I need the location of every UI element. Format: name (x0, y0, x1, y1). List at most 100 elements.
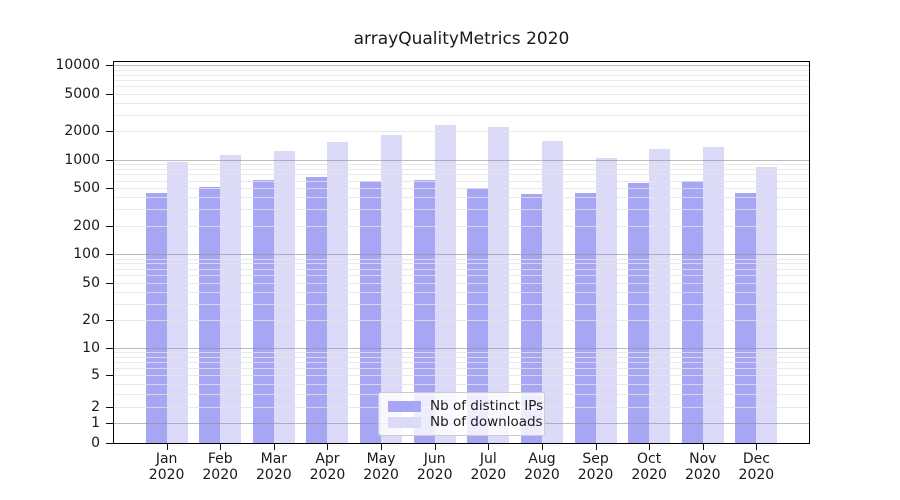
gridline-9000 (114, 69, 809, 71)
y-tick-label-10000: 10000 (55, 57, 100, 74)
gridline-7 (114, 362, 809, 364)
legend-label-downloads: Nb of downloads (430, 414, 543, 430)
y-tick-label-1: 1 (91, 415, 100, 432)
legend-label-distinct-ips: Nb of distinct IPs (430, 398, 544, 414)
gridline-4000 (114, 102, 809, 104)
x-tick-label-feb: Feb 2020 (202, 451, 239, 483)
plot-area (113, 61, 810, 444)
x-tick-label-may: May 2020 (363, 451, 399, 483)
x-tick-label-jan: Jan 2020 (148, 451, 185, 483)
y-tick-mark-1 (106, 423, 113, 425)
x-tick-mark-sep (595, 444, 597, 450)
x-tick-label-mar: Mar 2020 (256, 451, 292, 483)
x-tick-label-sep: Sep 2020 (577, 451, 614, 483)
y-tick-label-2: 2 (91, 398, 100, 415)
gridline-20 (114, 320, 809, 322)
y-tick-label-500: 500 (73, 180, 100, 197)
gridline-70 (114, 268, 809, 270)
bar-distinct-ips-mar (252, 180, 274, 443)
x-tick-label-apr: Apr 2020 (309, 451, 346, 483)
y-tick-mark-500 (106, 188, 113, 190)
y-tick-mark-10 (106, 348, 113, 350)
gridline-7000 (114, 79, 809, 81)
bar-downloads-mar (273, 150, 295, 443)
x-tick-mark-jun (434, 444, 436, 450)
y-tick-mark-2 (106, 406, 113, 408)
y-tick-label-1000: 1000 (64, 151, 100, 168)
gridline-90 (114, 258, 809, 260)
x-tick-label-jul: Jul 2020 (470, 451, 507, 483)
y-tick-mark-5000 (106, 93, 113, 95)
legend-item-distinct-ips: Nb of distinct IPs (388, 398, 543, 414)
gridline-10 (114, 348, 809, 350)
bar-downloads-nov (702, 146, 724, 443)
gridline-8 (114, 357, 809, 359)
legend-swatch-distinct-ips (388, 400, 421, 412)
chart-title: arrayQualityMetrics 2020 (353, 29, 570, 49)
y-tick-label-200: 200 (73, 217, 100, 234)
gridline-700 (114, 174, 809, 176)
bar-downloads-jun (434, 124, 456, 443)
bar-distinct-ips-may (360, 181, 382, 443)
y-tick-label-10: 10 (82, 340, 100, 357)
legend: Nb of distinct IPs Nb of downloads (378, 392, 545, 436)
gridline-900 (114, 164, 809, 166)
x-tick-label-nov: Nov 2020 (684, 451, 721, 483)
gridline-1000 (114, 159, 809, 161)
bar-distinct-ips-apr (306, 177, 328, 443)
bar-downloads-may (381, 135, 403, 443)
y-tick-mark-100 (106, 254, 113, 256)
y-tick-mark-200 (106, 225, 113, 227)
y-tick-label-5: 5 (91, 367, 100, 384)
y-tick-mark-10000 (106, 65, 113, 67)
gridline-80 (114, 263, 809, 265)
bar-distinct-ips-nov (681, 181, 703, 443)
legend-item-downloads: Nb of downloads (388, 414, 543, 430)
bar-downloads-oct (649, 149, 671, 443)
x-tick-mark-aug (541, 444, 543, 450)
gridline-200 (114, 225, 809, 227)
y-tick-mark-0 (106, 443, 113, 444)
gridline-3000 (114, 114, 809, 116)
x-tick-mark-nov (702, 444, 704, 450)
legend-swatch-downloads (388, 416, 421, 428)
y-tick-label-5000: 5000 (64, 85, 100, 102)
gridline-800 (114, 168, 809, 170)
gridline-30 (114, 303, 809, 305)
x-tick-mark-feb (220, 444, 222, 450)
gridline-60 (114, 275, 809, 277)
gridline-2000 (114, 131, 809, 133)
x-tick-label-dec: Dec 2020 (738, 451, 775, 483)
bar-downloads-jan (166, 161, 188, 443)
bar-downloads-feb (220, 154, 242, 443)
bar-distinct-ips-dec (735, 192, 757, 443)
y-tick-label-20: 20 (82, 312, 100, 329)
y-tick-mark-50 (106, 282, 113, 284)
gridline-10000 (114, 65, 809, 67)
x-tick-label-oct: Oct 2020 (631, 451, 667, 483)
bar-downloads-dec (756, 167, 778, 443)
x-tick-mark-jan (166, 444, 168, 450)
x-tick-mark-dec (756, 444, 758, 450)
gridline-40 (114, 291, 809, 293)
gridline-9 (114, 352, 809, 354)
bar-distinct-ips-jun (413, 180, 435, 443)
y-tick-label-2000: 2000 (64, 123, 100, 140)
bar-distinct-ips-oct (628, 182, 650, 443)
x-tick-mark-mar (273, 444, 275, 450)
gridline-5 (114, 375, 809, 377)
gridline-400 (114, 197, 809, 199)
y-tick-mark-2000 (106, 131, 113, 133)
y-tick-mark-20 (106, 320, 113, 322)
bar-distinct-ips-jan (145, 192, 167, 443)
gridline-600 (114, 180, 809, 182)
bar-downloads-sep (595, 158, 617, 443)
y-tick-label-50: 50 (82, 274, 100, 291)
gridline-6 (114, 368, 809, 370)
y-tick-mark-5 (106, 375, 113, 377)
gridline-100 (114, 254, 809, 256)
y-tick-label-100: 100 (73, 246, 100, 263)
gridline-500 (114, 188, 809, 190)
bar-downloads-jul (488, 127, 510, 443)
